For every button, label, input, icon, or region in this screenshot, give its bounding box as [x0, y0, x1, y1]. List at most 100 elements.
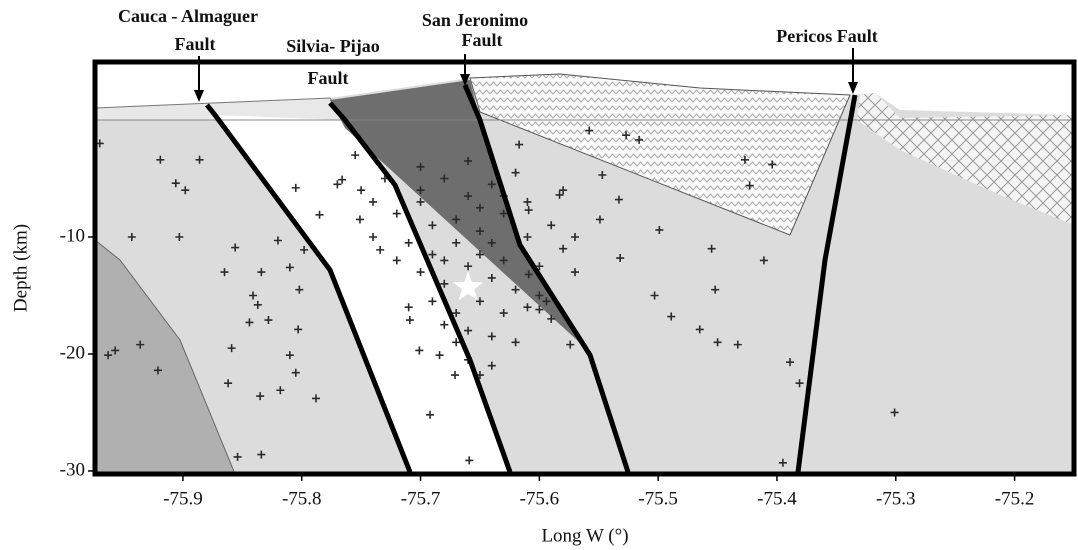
y-tick-label: -30 [60, 459, 85, 480]
hypocenter [426, 410, 435, 419]
hypocenter [416, 197, 425, 206]
hypocenter [450, 371, 459, 380]
x-tick-label: -75.3 [876, 488, 916, 509]
hypocenter [515, 140, 524, 149]
hypocenter [171, 179, 180, 188]
hypocenter [416, 162, 425, 171]
hypocenter [338, 175, 347, 184]
hypocenter [542, 297, 551, 306]
fault-label: Pericos Fault [776, 26, 877, 46]
hypocenter [153, 366, 162, 375]
hypocenter [523, 303, 532, 312]
hypocenter [524, 270, 533, 279]
hypocenter [667, 312, 676, 321]
hypocenter [499, 256, 508, 265]
hypocenter [475, 297, 484, 306]
hypocenter [435, 351, 444, 360]
hypocenter [786, 358, 795, 367]
hypocenter [711, 285, 720, 294]
hypocenter [253, 300, 262, 309]
x-tick-label: -75.2 [995, 488, 1035, 509]
hypocenter [285, 351, 294, 360]
mainshock-star [452, 271, 484, 301]
hypocenter [195, 155, 204, 164]
hypocenter [487, 238, 496, 247]
hypocenter [376, 245, 385, 254]
y-axis-label: Depth (km) [10, 224, 31, 312]
hypocenter [616, 254, 625, 263]
hypocenter [464, 326, 473, 335]
x-axis-label: Long W (°) [541, 525, 628, 546]
hypocenter [291, 368, 300, 377]
hypocenter [415, 346, 424, 355]
hypocenter [475, 227, 484, 236]
x-tick-label: -75.8 [282, 488, 322, 509]
hypocenter [405, 316, 414, 325]
hypocenter [452, 309, 461, 318]
hypocenter [351, 151, 360, 160]
hypocenter [452, 238, 461, 247]
hypocenter [295, 285, 304, 294]
hypocenter [778, 458, 787, 467]
hypocenter [890, 408, 899, 417]
hypocenter [428, 221, 437, 230]
hypocenter [127, 233, 136, 242]
hypocenter [273, 236, 282, 245]
hypocenter [795, 379, 804, 388]
hypocenter [585, 126, 594, 135]
hypocenter [440, 320, 449, 329]
hypocenter [224, 379, 233, 388]
hypocenter [440, 174, 449, 183]
hypocenter [136, 340, 145, 349]
fault-label: Cauca - Almaguer [118, 6, 258, 26]
hypocenter [464, 156, 473, 165]
fault-label: Silvia- Pijao [286, 36, 380, 56]
y-tick-label: -20 [60, 342, 85, 363]
hypocenter [181, 186, 190, 195]
hypocenter [104, 351, 113, 360]
hypocenter [392, 209, 401, 218]
hypocenter [713, 338, 722, 347]
hypocenter [392, 256, 401, 265]
geology [94, 62, 1074, 475]
x-tick-label: -75.6 [520, 488, 560, 509]
hypocenter [300, 245, 309, 254]
hypocenter [440, 256, 449, 265]
fault-label: Fault [307, 68, 348, 88]
hypocenter [175, 233, 184, 242]
hypocenter [707, 244, 716, 253]
hypocenter [487, 273, 496, 282]
hypocenter [355, 215, 364, 224]
hypocenter [566, 340, 575, 349]
hypocenter [311, 394, 320, 403]
x-tick-label: -75.9 [163, 488, 203, 509]
hypocenter [404, 238, 413, 247]
hypocenter [475, 203, 484, 212]
hypocenter [733, 340, 742, 349]
hypocenter [499, 209, 508, 218]
x-tick-label: -75.5 [638, 488, 678, 509]
hypocenter [622, 131, 631, 140]
hypocenter [257, 450, 266, 459]
hypocenter [156, 155, 165, 164]
hypocenter [535, 262, 544, 271]
hypocenter [555, 190, 564, 199]
hypocenter [333, 180, 342, 189]
hypocenter [535, 305, 544, 314]
hypocenter [570, 268, 579, 277]
hypocenter [524, 206, 533, 215]
hypocenter [357, 186, 366, 195]
hypocenter [464, 262, 473, 271]
points [95, 126, 899, 467]
hypocenter [487, 180, 496, 189]
fault-label: San Jeronimo [422, 10, 528, 30]
plot-frame [92, 59, 1077, 477]
hypocenter [499, 309, 508, 318]
hypocenter [547, 314, 556, 323]
hypocenter [416, 186, 425, 195]
y-tick-label: -10 [60, 225, 85, 246]
hypocenter [464, 192, 473, 201]
hypocenter [635, 135, 644, 144]
x-tick-label: -75.7 [401, 488, 441, 509]
